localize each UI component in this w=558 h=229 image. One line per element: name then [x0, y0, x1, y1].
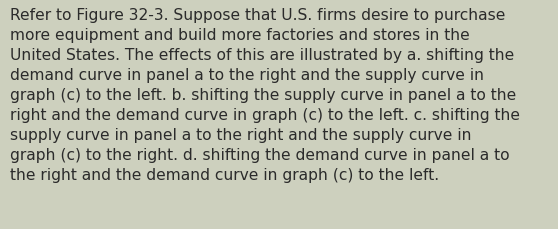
Text: Refer to Figure 32-3. Suppose that U.S. firms desire to purchase
more equipment : Refer to Figure 32-3. Suppose that U.S. …: [10, 8, 520, 183]
